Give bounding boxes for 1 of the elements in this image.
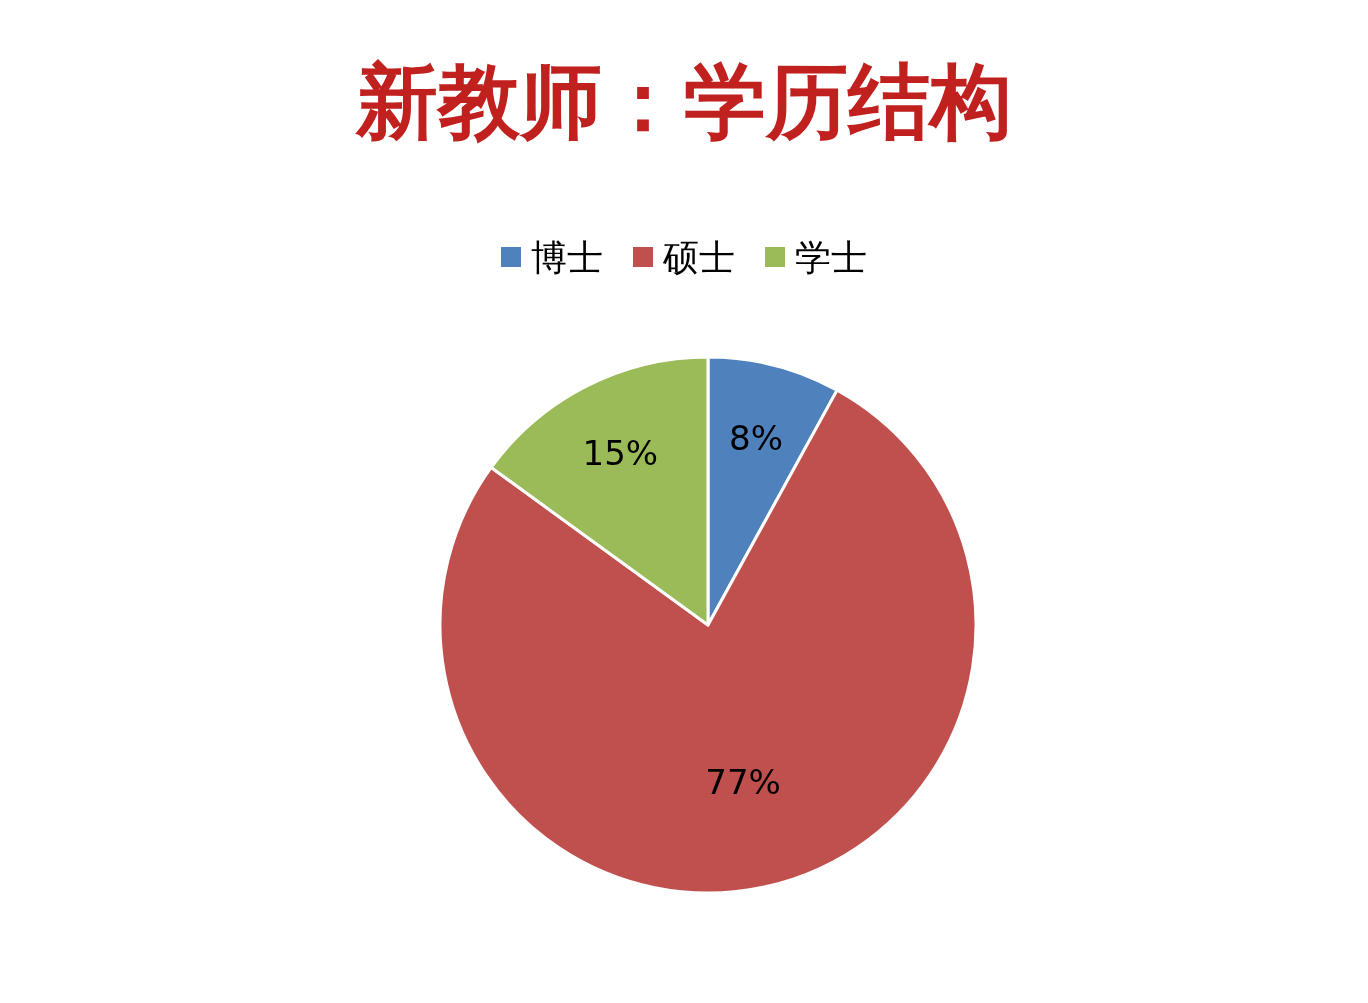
title: 新教师：学历结构 bbox=[356, 54, 1012, 149]
